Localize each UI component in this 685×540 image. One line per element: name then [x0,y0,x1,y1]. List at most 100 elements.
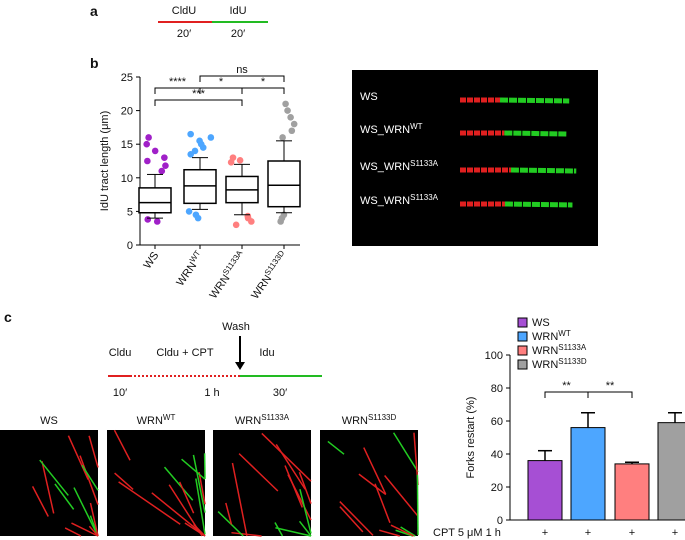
bar [657,422,685,521]
label-text: WS [360,91,378,103]
outlier [244,212,252,220]
y-tick-label: 60 [491,416,503,428]
fiber [41,461,55,514]
fiber [392,432,419,473]
legend-swatch [517,359,528,370]
sig-label: * [261,76,266,88]
label-sup: S1133A [558,343,587,352]
fiber [400,526,416,537]
label: Wash [222,321,250,333]
arrow-head [235,362,245,370]
label: WS [360,91,378,103]
label-text: WRN [137,415,163,427]
y-tick-label: 0 [127,240,133,252]
fiber [81,464,99,491]
x-tick-label: WRNS1133D [248,249,291,302]
fiber [298,471,312,504]
sig-bracket [154,99,243,106]
label: 20′ [177,28,191,40]
legend-swatch [517,345,528,356]
sig-label: * [219,76,224,88]
y-tick-label: 20 [121,106,133,118]
label-sup: S1133A [410,159,439,168]
legend-label: WS [532,317,550,329]
outlier [162,162,169,170]
outlier [151,147,159,155]
label: CldU [172,5,197,17]
label-sup: WT [163,413,176,422]
label-sup: S1133A [261,413,290,422]
y-tick-label: 20 [491,482,503,494]
panel-label: b [90,55,99,71]
box [138,187,172,214]
label: 1 h [204,387,219,399]
outlier [236,157,244,164]
sig-bracket [544,391,589,398]
sig-label: *** [192,88,206,100]
y-axis-label: Forks restart (%) [465,397,477,479]
x-tick-group: WS [141,250,161,271]
fiber [390,524,415,537]
x-tick-label: + [585,527,591,539]
fiber [73,487,99,537]
fiber [284,465,303,508]
label-sup: WT [410,122,423,131]
fiber [178,481,195,514]
fiber [198,471,206,505]
label-sup: S1133D [368,413,397,422]
label-text: WRN [249,273,274,301]
label-text: WRN [174,260,199,288]
fiber [504,201,573,208]
fiber-image [352,70,598,246]
outlier [284,107,291,114]
legend-swatch [517,317,528,328]
legend-label: WRNS1133D [532,357,587,371]
outlier [290,120,298,128]
outlier [158,167,166,175]
label-sup: S1133D [263,249,287,278]
fiber [195,478,206,535]
fiber [374,483,391,523]
bar [527,460,563,521]
label-sup: S1133A [221,248,245,277]
label: WRNS1133A [235,413,290,427]
label-text: WS [532,317,550,329]
outlier [282,100,289,108]
label-text: WRN [532,331,558,343]
label-text: WS [141,250,161,271]
label-text: WS [40,415,58,427]
label-text: WS_WRN [360,124,410,136]
label-text: WRN [342,415,368,427]
outlier [187,130,194,138]
outlier [143,140,150,148]
sig-bracket [199,75,285,82]
x-tick-label: WS [141,250,161,271]
label-text: WRN [208,273,233,301]
fiber [79,455,99,505]
outlier [279,134,286,141]
x-tick-label: + [672,527,678,539]
label: 30′ [273,387,287,399]
y-tick-label: 5 [127,206,133,218]
label-sup: S1133D [558,357,587,366]
fiber [327,440,345,455]
outlier [145,134,152,141]
label-sup: S1133A [410,193,439,202]
sig-bracket [587,391,633,398]
x-tick-group: WRNWT [174,249,202,289]
fiber [88,435,99,468]
fiber [151,492,206,537]
y-tick-label: 0 [497,515,503,527]
label: WRNS1133D [342,413,397,427]
panel-label: a [90,3,98,19]
outlier [144,157,151,165]
y-tick-label: 80 [491,383,503,395]
label-text: WS_WRN [360,195,410,207]
fiber [54,483,75,510]
sig-label: ns [236,64,248,76]
outlier [192,211,200,219]
label: IdU [229,5,246,17]
fiber [275,527,312,537]
legend-label: WRNWT [532,329,571,343]
